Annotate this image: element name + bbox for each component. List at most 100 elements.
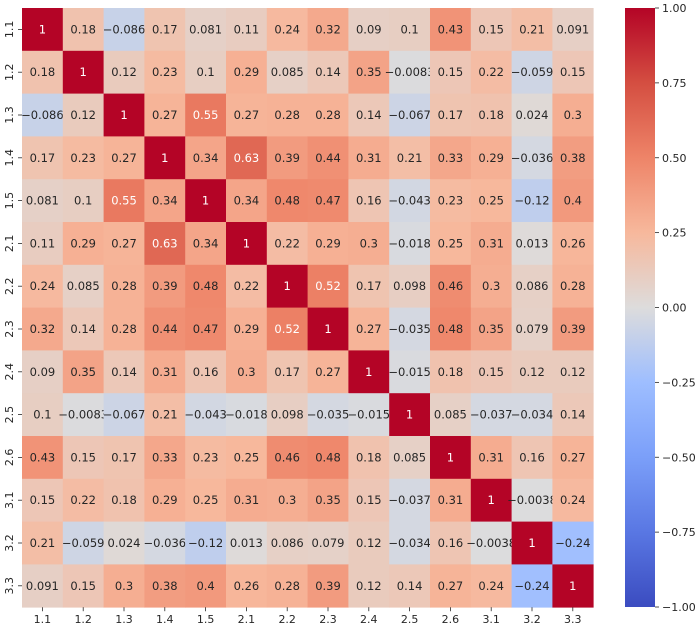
cell-value-label: 0.48 (274, 194, 300, 208)
colorbar: 1.00 0.75 0.50 0.25 0.00 −0.25 −0.50 −0.75 −1.00 (625, 2, 696, 614)
cell-value-label: −0.0038 (507, 493, 557, 507)
cell-value-label: −0.059 (511, 65, 554, 79)
heatmap-cell (144, 50, 186, 94)
cell-value-label: 1 (284, 279, 291, 293)
heatmap-cell (266, 521, 308, 565)
cell-value-label: 0.29 (234, 322, 260, 336)
heatmap-cell (22, 264, 64, 308)
y-tick-label: 2.6 (3, 449, 16, 467)
cell-value-label: 0.48 (438, 322, 464, 336)
heatmap-cell (470, 350, 512, 394)
heatmap-cell (266, 564, 308, 608)
heatmap-cell (22, 478, 64, 522)
cell-value-label: 0.16 (193, 365, 219, 379)
cell-value-label: −0.018 (225, 408, 268, 422)
cell-value-label: 0.52 (274, 322, 300, 336)
cell-value-label: 0.22 (274, 236, 300, 250)
cell-value-label: 0.32 (30, 322, 56, 336)
cell-value-label: 0.12 (356, 579, 382, 593)
cell-value-label: 0.23 (193, 450, 219, 464)
cell-value-label: 0.25 (234, 450, 260, 464)
cell-value-label: 0.22 (234, 279, 260, 293)
heatmap-cell (511, 564, 553, 608)
cell-value-label: 0.12 (356, 536, 382, 550)
cell-value-label: 0.21 (519, 22, 545, 36)
cell-value-label: 1 (406, 408, 413, 422)
heatmap-cell (511, 264, 553, 308)
heatmap-cell (62, 436, 104, 480)
cell-value-label: 0.24 (560, 493, 586, 507)
cell-value-label: 0.1 (33, 408, 51, 422)
cell-value-label: 0.079 (312, 536, 345, 550)
y-tick-label: 3.2 (3, 534, 16, 552)
y-tick-label: 1.1 (3, 21, 16, 39)
cell-value-label: −0.24 (555, 536, 590, 550)
cell-value-label: 0.28 (274, 579, 300, 593)
cell-value-label: 0.28 (111, 279, 137, 293)
heatmap-cell (62, 564, 104, 608)
heatmap-cell (103, 136, 145, 180)
heatmap-cell (307, 307, 349, 351)
cell-value-label: 0.14 (356, 108, 382, 122)
cell-value-label: 0.25 (193, 493, 219, 507)
heatmap-cell (226, 521, 268, 565)
heatmap-cell (552, 393, 594, 437)
cell-value-label: 1 (202, 194, 209, 208)
cell-value-label: 0.086 (516, 279, 549, 293)
cell-value-label: 0.15 (478, 365, 504, 379)
heatmap-cell (511, 93, 553, 137)
heatmap-cell (430, 436, 472, 480)
cell-value-label: 0.39 (315, 579, 341, 593)
heatmap-cell (185, 307, 227, 351)
cell-value-label: 0.55 (111, 194, 137, 208)
cell-value-label: 0.09 (30, 365, 56, 379)
cell-value-label: 1 (569, 579, 576, 593)
colorbar-tick-label: −1.00 (662, 601, 696, 614)
cell-value-label: 0.1 (74, 194, 92, 208)
heatmap-cell (226, 436, 268, 480)
colorbar-tick-label: 1.00 (662, 2, 687, 15)
cell-value-label: 1 (161, 151, 168, 165)
cell-value-label: 0.29 (478, 151, 504, 165)
heatmap-cell (62, 222, 104, 266)
cell-value-label: 0.3 (237, 365, 255, 379)
heatmap-cell (307, 93, 349, 137)
cell-value-label: 0.34 (193, 151, 219, 165)
heatmap-cell (307, 478, 349, 522)
cell-value-label: 0.26 (234, 579, 260, 593)
cell-value-label: 0.15 (30, 493, 56, 507)
heatmap-cell (307, 564, 349, 608)
heatmap-cell (470, 222, 512, 266)
heatmap-cell (348, 478, 390, 522)
heatmap-cell (511, 136, 553, 180)
cell-value-label: 0.3 (564, 108, 582, 122)
colorbar-gradient (625, 8, 655, 607)
cell-value-label: 0.3 (360, 236, 378, 250)
y-tick-label: 1.3 (3, 106, 16, 124)
heatmap-cell (144, 350, 186, 394)
cell-value-label: 0.22 (70, 493, 96, 507)
x-tick-label: 1.5 (197, 613, 215, 626)
heatmap-cell (226, 93, 268, 137)
colorbar-tick-label: −0.50 (662, 451, 696, 464)
heatmap-cell (226, 393, 268, 437)
heatmap-cell (348, 564, 390, 608)
cell-value-label: 0.024 (516, 108, 549, 122)
heatmap-cell (470, 521, 512, 565)
heatmap-cell (22, 136, 64, 180)
cell-value-label: 0.085 (434, 408, 467, 422)
heatmap-cell (430, 264, 472, 308)
heatmap-cell (266, 264, 308, 308)
heatmap-cell (22, 179, 64, 223)
cell-value-label: 0.35 (478, 322, 504, 336)
heatmap-cell (144, 179, 186, 223)
cell-value-label: 0.17 (438, 108, 464, 122)
y-tick-label: 3.1 (3, 491, 16, 509)
heatmap-cell (552, 350, 594, 394)
heatmap-cell (62, 478, 104, 522)
cell-value-label: 0.63 (234, 151, 260, 165)
heatmap-cell (22, 50, 64, 94)
cell-value-label: 0.14 (111, 365, 137, 379)
cell-value-label: 0.48 (193, 279, 219, 293)
heatmap-cell (62, 393, 104, 437)
